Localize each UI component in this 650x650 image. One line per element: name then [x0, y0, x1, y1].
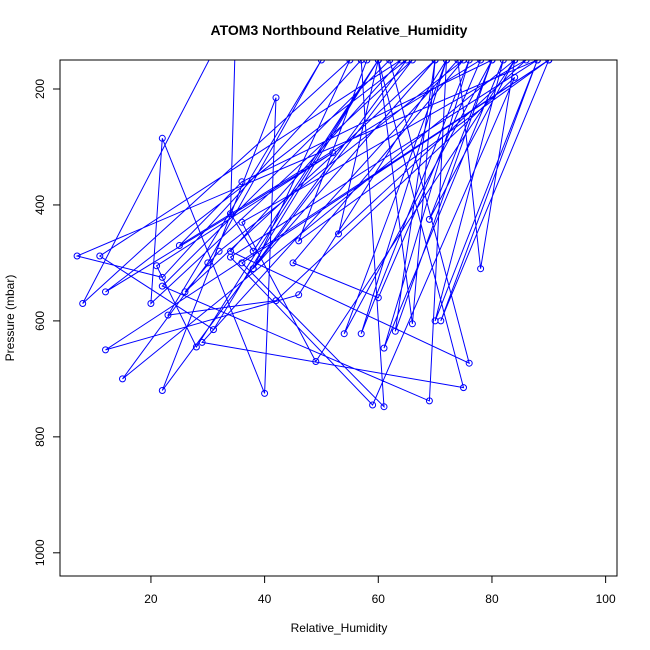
- data-point: [158, 282, 166, 290]
- data-point: [545, 60, 553, 64]
- data-point: [477, 265, 485, 273]
- data-point: [227, 247, 234, 255]
- data-point: [249, 247, 257, 255]
- data-point: [215, 247, 223, 255]
- x-tick-label: 60: [372, 592, 386, 606]
- data-point: [102, 346, 109, 354]
- data-point: [119, 375, 126, 383]
- data-point: [454, 60, 462, 64]
- data-point: [289, 259, 297, 267]
- data-point: [312, 358, 320, 365]
- data-point: [357, 60, 365, 64]
- data-point: [158, 273, 166, 281]
- series-group: [73, 5, 553, 411]
- data-point: [204, 259, 212, 267]
- data-point: [329, 149, 337, 157]
- data-point: [79, 300, 87, 307]
- data-point: [238, 178, 246, 186]
- data-point: [465, 60, 473, 64]
- chart-title: ATOM3 Northbound Relative_Humidity: [211, 22, 468, 38]
- data-point: [238, 218, 246, 226]
- data-point: [425, 397, 433, 405]
- data-point: [164, 311, 172, 319]
- data-point: [147, 300, 155, 307]
- data-point: [437, 317, 445, 325]
- data-point: [295, 237, 303, 245]
- data-point: [181, 288, 189, 296]
- data-point: [73, 252, 81, 260]
- plot-frame: [59, 59, 618, 577]
- data-point: [408, 320, 416, 328]
- data-point: [272, 297, 280, 305]
- data-point: [380, 344, 388, 352]
- data-point: [533, 60, 541, 64]
- data-point: [369, 401, 377, 409]
- data-point: [511, 73, 519, 81]
- data-point: [403, 60, 411, 64]
- data-point: [357, 330, 365, 338]
- plot-area: [73, 5, 553, 411]
- x-tick-label: 100: [596, 592, 616, 606]
- data-point: [340, 330, 348, 338]
- data-point: [96, 252, 104, 260]
- data-point: [249, 265, 257, 273]
- data-point: [198, 338, 206, 346]
- data-point: [102, 288, 109, 296]
- data-point: [386, 60, 394, 64]
- data-point: [233, 5, 239, 11]
- series-line: [75, 60, 550, 409]
- x-tick-label: 40: [258, 592, 272, 606]
- x-axis: 20 40 60 80 100: [144, 575, 616, 606]
- data-point: [192, 343, 200, 351]
- data-point: [346, 60, 354, 64]
- y-tick-label: 800: [33, 427, 47, 447]
- data-point: [460, 60, 467, 64]
- y-tick-label: 200: [33, 79, 47, 99]
- data-point: [477, 60, 485, 64]
- data-point: [488, 60, 496, 64]
- y-tick-label: 600: [33, 311, 47, 331]
- x-axis-label: Relative_Humidity: [291, 621, 388, 635]
- data-point: [460, 384, 467, 392]
- data-point: [175, 242, 183, 249]
- data-point: [210, 326, 217, 334]
- data-point: [363, 60, 371, 64]
- data-point: [425, 215, 433, 223]
- x-tick-label: 80: [485, 592, 499, 606]
- x-tick-label: 20: [144, 592, 158, 606]
- data-point: [227, 210, 234, 218]
- data-point: [238, 259, 246, 267]
- y-tick-label: 1000: [33, 539, 47, 566]
- data-point: [295, 291, 303, 299]
- data-point: [317, 60, 325, 64]
- data-point: [158, 134, 166, 142]
- data-point: [499, 60, 507, 64]
- y-axis: 200 400 600 800 1000: [33, 79, 61, 566]
- data-point: [374, 60, 382, 64]
- data-point: [397, 60, 405, 64]
- data-point: [158, 387, 166, 394]
- data-point: [261, 389, 269, 397]
- data-point: [443, 60, 450, 64]
- data-point: [153, 262, 161, 270]
- data-point: [335, 230, 342, 238]
- data-point: [522, 60, 530, 64]
- data-point: [380, 403, 388, 411]
- data-point: [465, 359, 473, 367]
- data-point: [272, 94, 280, 102]
- y-axis-label: Pressure (mbar): [3, 275, 17, 362]
- data-point: [391, 327, 399, 335]
- data-point: [374, 294, 382, 302]
- data-point: [511, 60, 519, 64]
- data-point: [408, 60, 416, 64]
- y-tick-label: 400: [33, 195, 47, 215]
- data-point: [431, 60, 439, 64]
